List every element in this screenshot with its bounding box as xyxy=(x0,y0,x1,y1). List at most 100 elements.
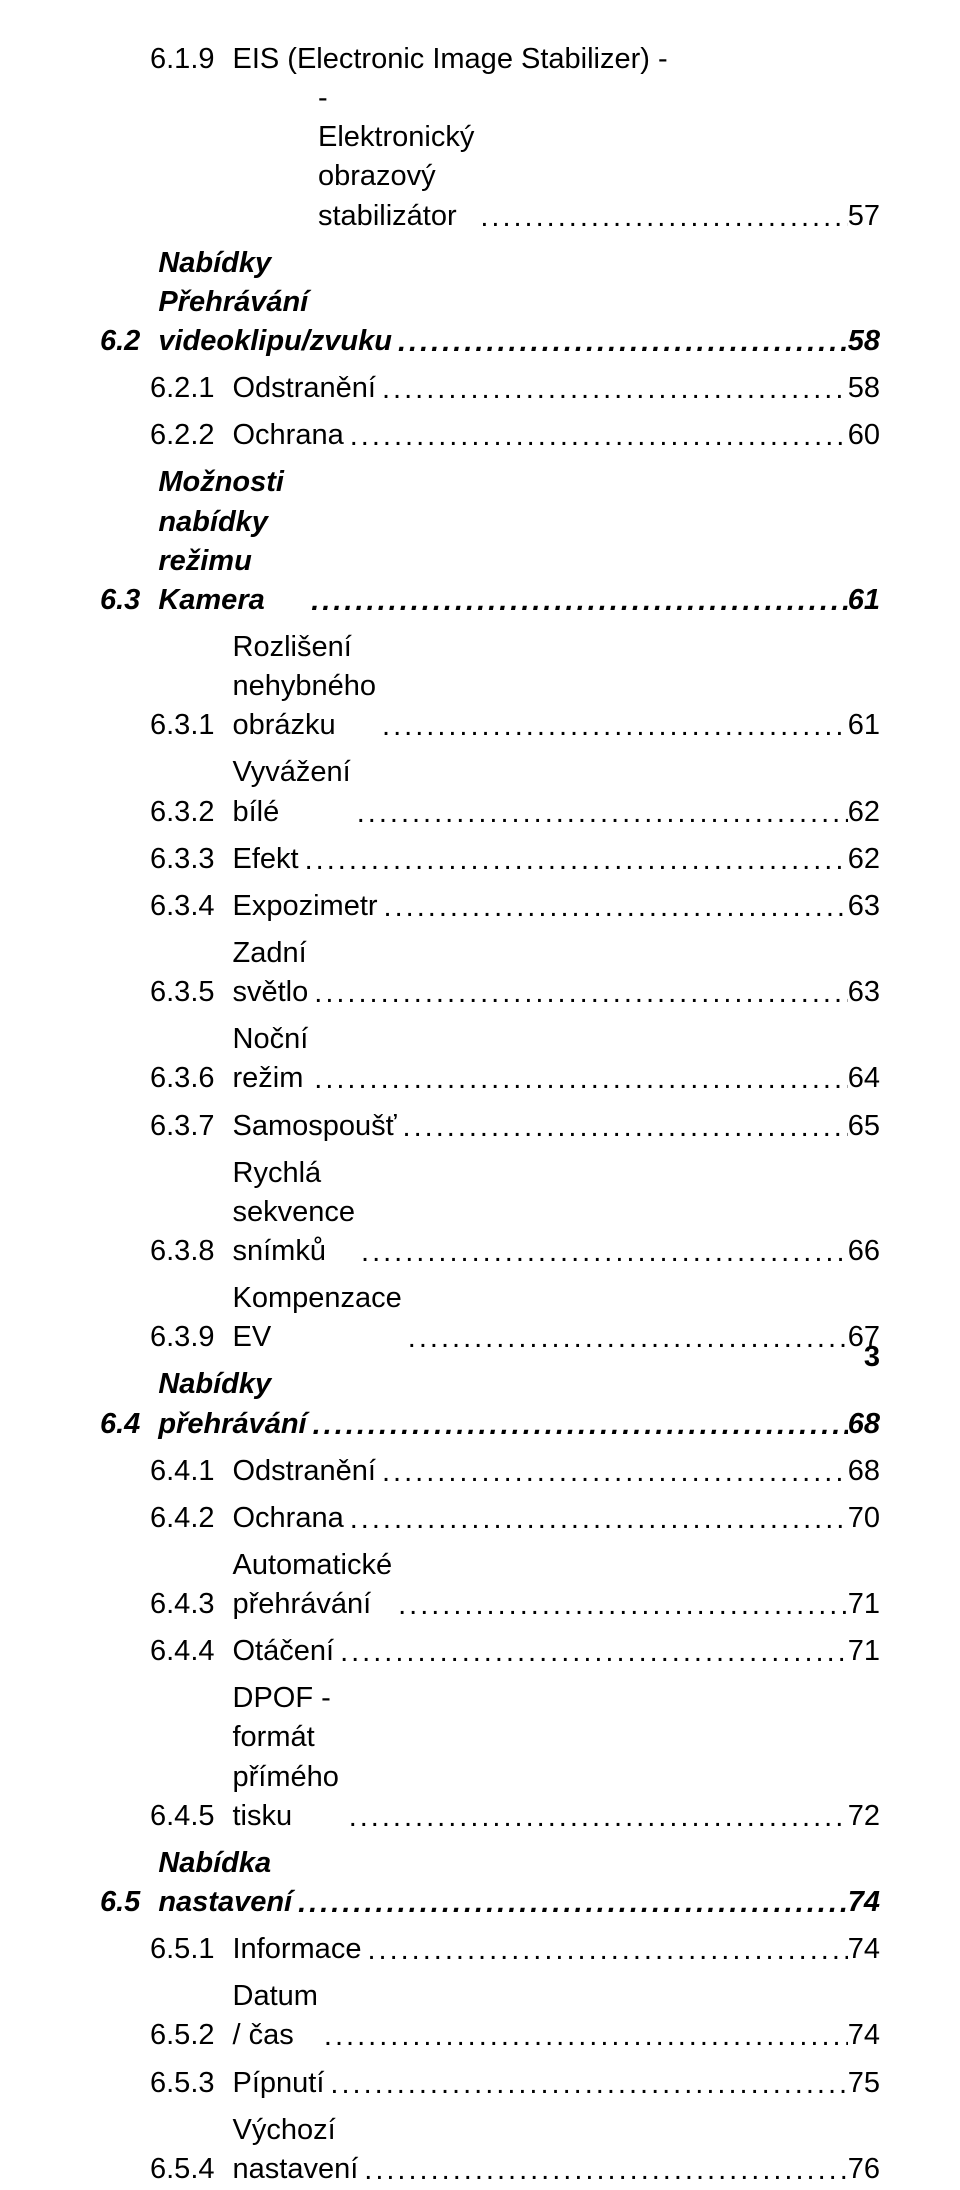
toc-leader xyxy=(376,370,848,409)
toc-leader xyxy=(392,323,848,362)
toc-entry-page: 61 xyxy=(848,581,880,620)
toc-entry-number: 6.2.2 xyxy=(150,416,215,455)
toc-entry: 6.5.3 Pípnutí 75 xyxy=(100,2064,880,2103)
toc-entry-page: 62 xyxy=(848,840,880,879)
toc-entry-page: 65 xyxy=(848,1107,880,1146)
toc-entry-title: Nabídky Přehrávání videoklipu/zvuku xyxy=(140,244,392,361)
toc-entry-number: 6.2.1 xyxy=(150,369,215,408)
toc-entry-number: 6.4 xyxy=(100,1405,140,1444)
toc-entry-title: Odstranění xyxy=(215,1452,376,1491)
toc-entry: 6.3.9 Kompenzace EV 67 xyxy=(100,1279,880,1357)
toc-entry-title: Možnosti nabídky režimu Kamera xyxy=(140,463,305,620)
toc-leader xyxy=(397,1108,848,1147)
toc-entry: 6.3.6 Noční režim 64 xyxy=(100,1020,880,1098)
toc-entry-page: 71 xyxy=(848,1632,880,1671)
toc-entry: 6.4.2 Ochrana 70 xyxy=(100,1499,880,1538)
toc-entry-title: Expozimetr xyxy=(215,887,378,926)
toc-entry-title: Výchozí nastavení xyxy=(215,2111,359,2189)
toc-entry-title: Ochrana xyxy=(215,1499,344,1538)
toc-entry-title: Odstranění xyxy=(215,369,376,408)
toc-leader xyxy=(355,1233,848,1272)
toc-entry: 6.3 Možnosti nabídky režimu Kamera 61 xyxy=(100,463,880,620)
toc-entry-number: 6.5.1 xyxy=(150,1930,215,1969)
toc-entry-number: 6.5.2 xyxy=(150,2016,215,2055)
toc-leader xyxy=(474,198,847,237)
toc-entry-number: 6.3.2 xyxy=(150,793,215,832)
toc-entry-number: 6.3.3 xyxy=(150,840,215,879)
toc-leader xyxy=(307,1406,848,1445)
toc-entry-number: 6.5.3 xyxy=(150,2064,215,2103)
toc-leader xyxy=(343,1798,848,1837)
toc-entry-title: Nabídky přehrávání xyxy=(140,1365,306,1443)
toc-leader xyxy=(376,707,848,746)
toc-entry-title-line-2: -Elektronický obrazový stabilizátor xyxy=(150,79,474,236)
toc-entry-title: Ochrana xyxy=(215,416,344,455)
toc-entry-page: 61 xyxy=(848,706,880,745)
toc-entry-title: Vyvážení bílé xyxy=(215,753,351,831)
toc-leader xyxy=(378,888,848,927)
toc-leader xyxy=(392,1586,848,1625)
toc-entry-number: 6.4.3 xyxy=(150,1585,215,1624)
toc-entry-number: 6.2 xyxy=(100,322,140,361)
toc-entry-title: Noční režim xyxy=(215,1020,309,1098)
toc-entry-number: 6.3.7 xyxy=(150,1107,215,1146)
toc-entry: 6.4.3 Automatické přehrávání 71 xyxy=(100,1546,880,1624)
toc-leader xyxy=(358,2151,847,2190)
toc-entry: 6.3.1 Rozlišení nehybného obrázku 61 xyxy=(100,628,880,745)
toc-entry-page: 68 xyxy=(848,1452,880,1491)
toc-entry-title: Nabídka nastavení xyxy=(140,1844,292,1922)
toc-entry-number: 6.5.4 xyxy=(150,2150,215,2189)
toc-entry-page: 58 xyxy=(848,369,880,408)
toc-leader xyxy=(318,2017,848,2056)
toc-entry-title: Efekt xyxy=(215,840,299,879)
toc-entry: 6.5.4 Výchozí nastavení 76 xyxy=(100,2111,880,2189)
toc-entry: 6.2 Nabídky Přehrávání videoklipu/zvuku … xyxy=(100,244,880,361)
toc-leader xyxy=(299,841,848,880)
toc-entry-page: 62 xyxy=(848,793,880,832)
toc-entry-page: 68 xyxy=(848,1405,880,1444)
toc-entry-title: Samospoušť xyxy=(215,1107,397,1146)
toc-leader xyxy=(324,2065,847,2104)
toc-entry-title: DPOF - formát přímého tisku xyxy=(215,1679,343,1836)
toc-entry-title: Informace xyxy=(215,1930,362,1969)
page-number: 3 xyxy=(864,1341,880,1374)
toc-entry: 6.3.8 Rychlá sekvence snímků 66 xyxy=(100,1154,880,1271)
toc-entry: 6.3.4 Expozimetr 63 xyxy=(100,887,880,926)
toc-entry: 6.3.3 Efekt 62 xyxy=(100,840,880,879)
toc-entry-page: 74 xyxy=(848,2016,880,2055)
toc-entry-page: 60 xyxy=(848,416,880,455)
toc-entry-page: 66 xyxy=(848,1232,880,1271)
toc-leader xyxy=(344,1500,848,1539)
toc-entry: 6.4.5 DPOF - formát přímého tisku 72 xyxy=(100,1679,880,1836)
toc-entry-page: 63 xyxy=(848,887,880,926)
toc-entry-page: 76 xyxy=(848,2150,880,2189)
toc-leader xyxy=(402,1319,848,1358)
toc-entry-title: Zadní světlo xyxy=(215,934,309,1012)
toc-entry-page: 63 xyxy=(848,973,880,1012)
toc-entry-page: 58 xyxy=(848,322,880,361)
toc-entry: 6.1.9 EIS (Electronic Image Stabilizer) … xyxy=(100,40,880,236)
toc-entry-number: 6.1.9 xyxy=(150,40,215,79)
toc-entry-number: 6.3.6 xyxy=(150,1059,215,1098)
toc-leader xyxy=(376,1453,848,1492)
toc-entry: 6.5 Nabídka nastavení 74 xyxy=(100,1844,880,1922)
toc-leader xyxy=(308,1060,847,1099)
toc-entry-title: Kompenzace EV xyxy=(215,1279,402,1357)
toc-entry-title: Datum / čas xyxy=(215,1977,318,2055)
toc-entry: 6.4 Nabídky přehrávání 68 xyxy=(100,1365,880,1443)
toc-entry: 6.2.2 Ochrana 60 xyxy=(100,416,880,455)
toc-entry-number: 6.4.5 xyxy=(150,1797,215,1836)
toc-entry: 6.3.5 Zadní světlo 63 xyxy=(100,934,880,1012)
toc-entry: 6.5.2 Datum / čas 74 xyxy=(100,1977,880,2055)
toc-entry-number: 6.3.5 xyxy=(150,973,215,1012)
toc-page: 6.1.9 EIS (Electronic Image Stabilizer) … xyxy=(0,0,960,1406)
toc-entry-number: 6.3.1 xyxy=(150,706,215,745)
toc-entry-number: 6.4.1 xyxy=(150,1452,215,1491)
toc-entry: 6.5.1 Informace 74 xyxy=(100,1930,880,1969)
toc-leader xyxy=(308,974,847,1013)
toc-leader xyxy=(351,794,848,833)
toc-entry-title: Pípnutí xyxy=(215,2064,325,2103)
toc-entry-page: 72 xyxy=(848,1797,880,1836)
toc-entry-number: 6.4.4 xyxy=(150,1632,215,1671)
toc-entry-number: 6.3.8 xyxy=(150,1232,215,1271)
